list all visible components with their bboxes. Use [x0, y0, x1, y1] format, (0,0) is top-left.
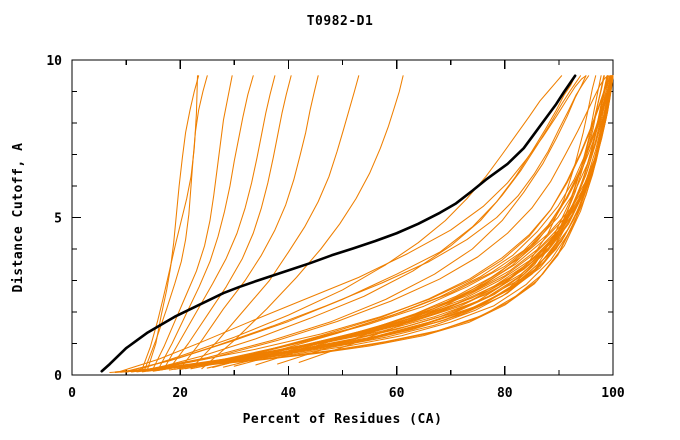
x-axis-title: Percent of Residues (CA)	[243, 412, 443, 427]
model-curve	[141, 75, 587, 371]
model-curve	[130, 75, 613, 372]
model-curve	[147, 75, 200, 370]
model-curve	[190, 75, 360, 370]
model-curve	[201, 75, 404, 370]
model-curve	[158, 75, 254, 370]
labels-layer: 0 20 40 60 80 100 0 5 10 Percent of Residues (CA)…	[11, 54, 625, 427]
model-curve	[130, 75, 605, 373]
model-curve	[120, 75, 587, 372]
model-curve	[120, 75, 605, 373]
model-curve	[136, 75, 563, 371]
curves-layer	[100, 74, 614, 374]
x-tick-label: 100	[601, 386, 625, 401]
model-curve	[109, 75, 612, 374]
model-curve	[185, 75, 613, 370]
model-curve	[125, 75, 590, 372]
model-curve	[163, 75, 276, 370]
model-curve	[255, 75, 614, 366]
y-tick-label: 10	[46, 54, 62, 69]
reference-curve	[100, 74, 577, 373]
model-curve	[168, 75, 292, 370]
y-axis-title: Distance Cutoff, A	[11, 143, 26, 293]
x-tick-label: 40	[281, 386, 297, 401]
y-tick-label: 5	[54, 212, 62, 227]
model-curve	[130, 75, 614, 373]
model-curve	[114, 75, 612, 374]
model-curve	[168, 75, 614, 371]
model-curve	[144, 75, 208, 370]
axes-layer	[71, 59, 614, 376]
model-curve	[179, 75, 319, 370]
model-curve	[130, 75, 576, 371]
x-tick-label: 80	[497, 386, 513, 401]
model-curve	[114, 75, 609, 373]
x-tick-label: 20	[172, 386, 188, 401]
model-curve	[147, 75, 582, 371]
x-tick-label: 0	[68, 386, 76, 401]
model-curve	[152, 75, 233, 370]
model-curve	[147, 75, 609, 372]
plot-title: T0982-D1	[306, 14, 374, 29]
model-curve	[277, 75, 614, 365]
y-tick-label: 0	[54, 369, 62, 384]
x-tick-label: 60	[389, 386, 405, 401]
